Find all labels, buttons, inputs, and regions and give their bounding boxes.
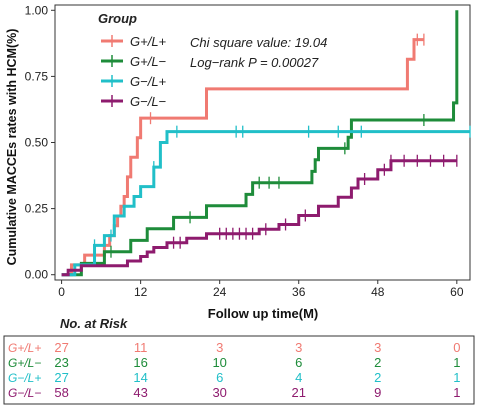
risk-value: 3 — [374, 340, 381, 355]
risk-value: 43 — [133, 385, 147, 400]
risk-table-box — [3, 335, 475, 405]
risk-value: 23 — [54, 355, 68, 370]
series-GpmLm-curve — [61, 10, 459, 277]
risk-value: 6 — [295, 355, 302, 370]
risk-value: 14 — [133, 370, 147, 385]
x-tick-label: 12 — [134, 285, 148, 299]
x-axis-label: Follow up time(M) — [208, 306, 318, 321]
risk-value: 58 — [54, 385, 68, 400]
x-tick-label: 24 — [213, 285, 227, 299]
risk-value: 11 — [134, 340, 148, 355]
x-tick-label: 0 — [58, 285, 65, 299]
risk-value: 21 — [291, 385, 305, 400]
legend-label: G+/L+ — [130, 34, 167, 49]
risk-value: 4 — [295, 370, 302, 385]
risk-value: 2 — [374, 370, 381, 385]
stats-log-rank: Log−rank P = 0.00027 — [190, 55, 319, 70]
risk-value: 10 — [212, 355, 226, 370]
risk-value: 3 — [295, 340, 302, 355]
risk-value: 3 — [216, 340, 223, 355]
x-tick-label: 36 — [292, 285, 306, 299]
legend-label: G−/L+ — [130, 74, 167, 89]
risk-value: 9 — [374, 385, 381, 400]
risk-value: 1 — [453, 370, 460, 385]
risk-value: 6 — [216, 370, 223, 385]
y-tick-label: 0.50 — [25, 136, 49, 150]
x-tick-label: 60 — [450, 285, 464, 299]
risk-row-label: G+/L+ — [8, 341, 41, 355]
series-GmmLp-curve — [61, 130, 470, 277]
series-GpmLp-curve — [61, 38, 424, 277]
risk-value: 0 — [453, 340, 460, 355]
y-tick-label: 0.25 — [25, 202, 49, 216]
risk-table-title: No. at Risk — [60, 316, 128, 331]
risk-value: 1 — [453, 385, 460, 400]
risk-value: 30 — [212, 385, 226, 400]
risk-value: 2 — [374, 355, 381, 370]
y-tick-label: 1.00 — [25, 3, 49, 17]
risk-row-label: G−/L+ — [8, 371, 41, 385]
stats-chi-square: Chi square value: 19.04 — [190, 35, 327, 50]
x-tick-label: 48 — [371, 285, 385, 299]
legend-title: Group — [98, 11, 137, 26]
risk-row-label: G−/L− — [8, 386, 41, 400]
y-tick-label: 0.75 — [25, 69, 49, 83]
legend-label: G−/L− — [130, 94, 167, 109]
risk-value: 27 — [54, 340, 68, 355]
risk-value: 16 — [133, 355, 147, 370]
risk-value: 1 — [453, 355, 460, 370]
y-tick-label: 0.00 — [25, 268, 49, 282]
y-axis-label: Cumulative MACCEs rates with HCM(%) — [5, 29, 19, 266]
risk-value: 27 — [54, 370, 68, 385]
legend-label: G+/L− — [130, 54, 167, 69]
risk-row-label: G+/L− — [8, 356, 41, 370]
